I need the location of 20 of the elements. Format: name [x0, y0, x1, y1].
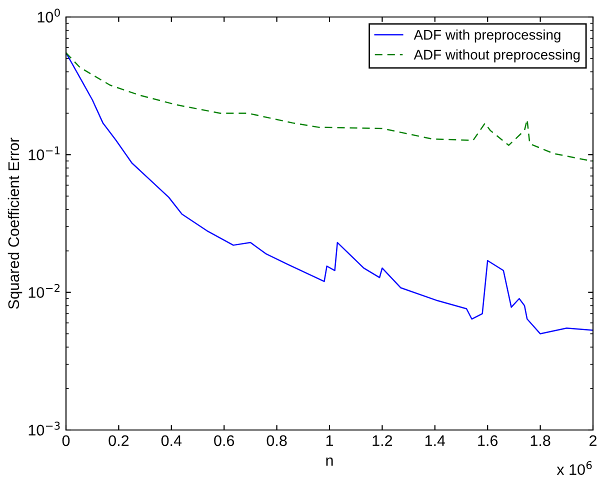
x-tick-label: 1: [326, 435, 334, 446]
text: x 10$^{6}$: [556, 461, 592, 476]
legend-label: ADF with preprocessing: [414, 30, 560, 42]
x-tick-label: 0.2: [108, 435, 129, 446]
y-axis-title: Squared Coefficient Error: [8, 138, 22, 309]
x-tick-label: 0: [62, 435, 70, 446]
y-tick-label: 10$^{−1}$: [28, 146, 60, 160]
x-tick-label: 1.6: [478, 435, 498, 446]
y-tick-label: 10$^{−2}$: [28, 284, 60, 298]
x-tick-label: 1.2: [372, 435, 392, 446]
x-tick-label: 0.4: [161, 435, 182, 446]
legend-label: ADF without preprocessing: [414, 49, 580, 62]
x-tick-label: 2: [590, 435, 596, 446]
y-tick-label: 10$^{−3}$: [28, 422, 60, 436]
y-tick-label: 10$^{0}$: [38, 8, 60, 23]
x-tick-label: 1.4: [425, 435, 446, 446]
x-tick-label: 0.6: [214, 435, 234, 446]
x-axis-title: n: [326, 458, 333, 466]
x-tick-label: 0.8: [266, 435, 287, 446]
x-tick-label: 1.8: [530, 435, 550, 446]
